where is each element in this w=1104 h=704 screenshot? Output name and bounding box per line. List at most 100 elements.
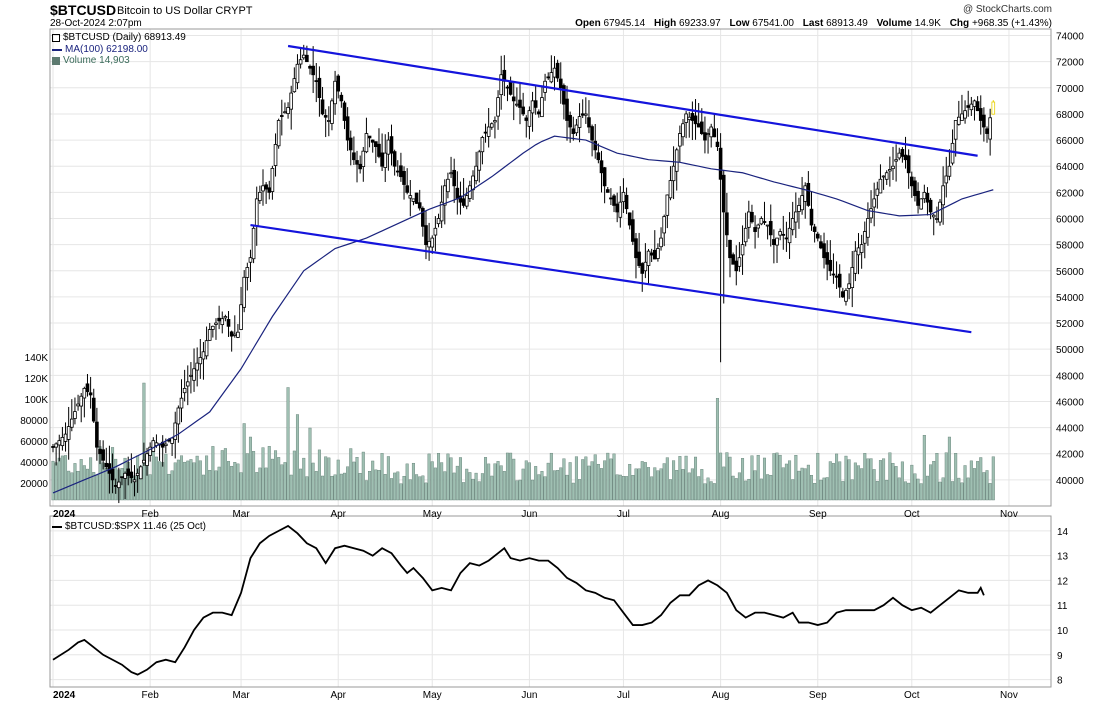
candle-body bbox=[684, 113, 688, 123]
volume-bar bbox=[214, 470, 218, 501]
candle-body bbox=[649, 252, 654, 256]
volume-bar bbox=[628, 464, 632, 501]
volume-bar bbox=[929, 464, 933, 501]
candle-body bbox=[841, 291, 845, 298]
candle-body bbox=[775, 237, 779, 246]
volume-bar bbox=[527, 462, 531, 501]
candle-body bbox=[957, 116, 961, 125]
volume-bar bbox=[885, 479, 889, 501]
candle-body bbox=[747, 211, 751, 228]
candle-body bbox=[931, 214, 936, 218]
ratio-tick-label: 12 bbox=[1057, 576, 1069, 587]
candle-body bbox=[486, 126, 491, 137]
x-tick-label: Nov bbox=[1000, 509, 1018, 520]
y-tick-label: 48000 bbox=[1056, 371, 1084, 382]
volume-bar bbox=[643, 462, 647, 501]
candle-body bbox=[866, 218, 870, 238]
volume-bar bbox=[302, 457, 306, 501]
candle-body bbox=[593, 140, 598, 151]
candle-body bbox=[935, 218, 939, 220]
candle-body bbox=[499, 74, 504, 96]
volume-bar bbox=[979, 457, 983, 501]
candle-body bbox=[872, 198, 876, 208]
candle-body bbox=[267, 187, 272, 193]
candle-body bbox=[85, 383, 90, 393]
candle-body bbox=[928, 199, 933, 213]
candle-body bbox=[975, 101, 980, 112]
volume-bar bbox=[640, 461, 644, 501]
volume-bar bbox=[189, 459, 193, 501]
candle-body bbox=[82, 387, 87, 399]
volume-bar bbox=[317, 449, 321, 501]
volume-bar bbox=[349, 448, 353, 501]
candle-body bbox=[972, 100, 977, 107]
candle-body bbox=[765, 224, 770, 227]
candle-body bbox=[399, 165, 403, 178]
volume-bar bbox=[625, 476, 629, 501]
candle-body bbox=[881, 175, 886, 178]
ratio-tick-label: 9 bbox=[1057, 651, 1063, 662]
candle-body bbox=[947, 165, 952, 177]
candle-body bbox=[712, 128, 717, 138]
volume-bar bbox=[374, 469, 378, 501]
candle-body bbox=[386, 139, 391, 155]
candle-body bbox=[113, 485, 118, 487]
volume-bar bbox=[831, 463, 835, 501]
candle-body bbox=[295, 63, 300, 84]
high-value: 69233.97 bbox=[678, 18, 721, 29]
candle-body bbox=[57, 440, 62, 446]
volume-bar bbox=[581, 459, 585, 501]
candle-body bbox=[562, 85, 566, 105]
volume-bar bbox=[280, 464, 284, 501]
volume-label: Volume bbox=[876, 18, 912, 29]
volume-bar bbox=[847, 459, 851, 501]
x-tick-label: Feb bbox=[142, 509, 160, 520]
line-legend-icon bbox=[52, 48, 62, 51]
volume-tick-label: 40000 bbox=[20, 458, 48, 469]
volume-bar bbox=[70, 472, 74, 501]
volume-bar bbox=[788, 460, 792, 501]
candle-body bbox=[615, 203, 619, 213]
volume-bar bbox=[825, 477, 829, 501]
volume-bar bbox=[330, 475, 334, 501]
candle-body bbox=[232, 333, 237, 336]
volume-bar bbox=[935, 453, 939, 501]
candle-body bbox=[73, 411, 77, 419]
candle-body bbox=[715, 141, 720, 148]
volume-bar bbox=[399, 483, 403, 501]
legend-volume: Volume 14,903 bbox=[52, 55, 130, 66]
volume-bar bbox=[471, 478, 475, 501]
volume-bar bbox=[364, 480, 368, 501]
candle-body bbox=[248, 257, 253, 263]
candle-body bbox=[327, 120, 331, 122]
volume-bar bbox=[546, 462, 550, 501]
candle-body bbox=[759, 218, 764, 225]
volume-bar bbox=[484, 457, 488, 501]
candle-body bbox=[806, 182, 811, 206]
volume-bar bbox=[778, 454, 782, 501]
volume-bar bbox=[540, 471, 544, 501]
copyright-label[interactable]: @ StockCharts.com bbox=[962, 4, 1052, 15]
volume-bar bbox=[455, 465, 459, 501]
candle-body bbox=[518, 99, 522, 108]
candle-body bbox=[217, 317, 221, 322]
last-value: 68913.49 bbox=[826, 18, 868, 29]
candle-body bbox=[192, 368, 196, 381]
candle-body bbox=[797, 205, 801, 212]
candle-body bbox=[634, 238, 638, 259]
main-panel-frame bbox=[49, 28, 1052, 507]
volume-bar bbox=[712, 483, 716, 501]
volume-bar bbox=[299, 468, 303, 501]
candle-body bbox=[138, 466, 143, 480]
volume-bar bbox=[76, 471, 80, 501]
volume-bar bbox=[292, 450, 296, 501]
y-tick-label: 74000 bbox=[1056, 32, 1084, 43]
candle-body bbox=[496, 97, 500, 117]
volume-bar bbox=[916, 478, 920, 501]
candle-body bbox=[493, 120, 497, 123]
candle-body bbox=[988, 117, 992, 140]
candle-body bbox=[173, 422, 178, 440]
candle-body bbox=[888, 169, 892, 172]
candle-body bbox=[740, 244, 745, 256]
candle-body bbox=[151, 440, 156, 452]
